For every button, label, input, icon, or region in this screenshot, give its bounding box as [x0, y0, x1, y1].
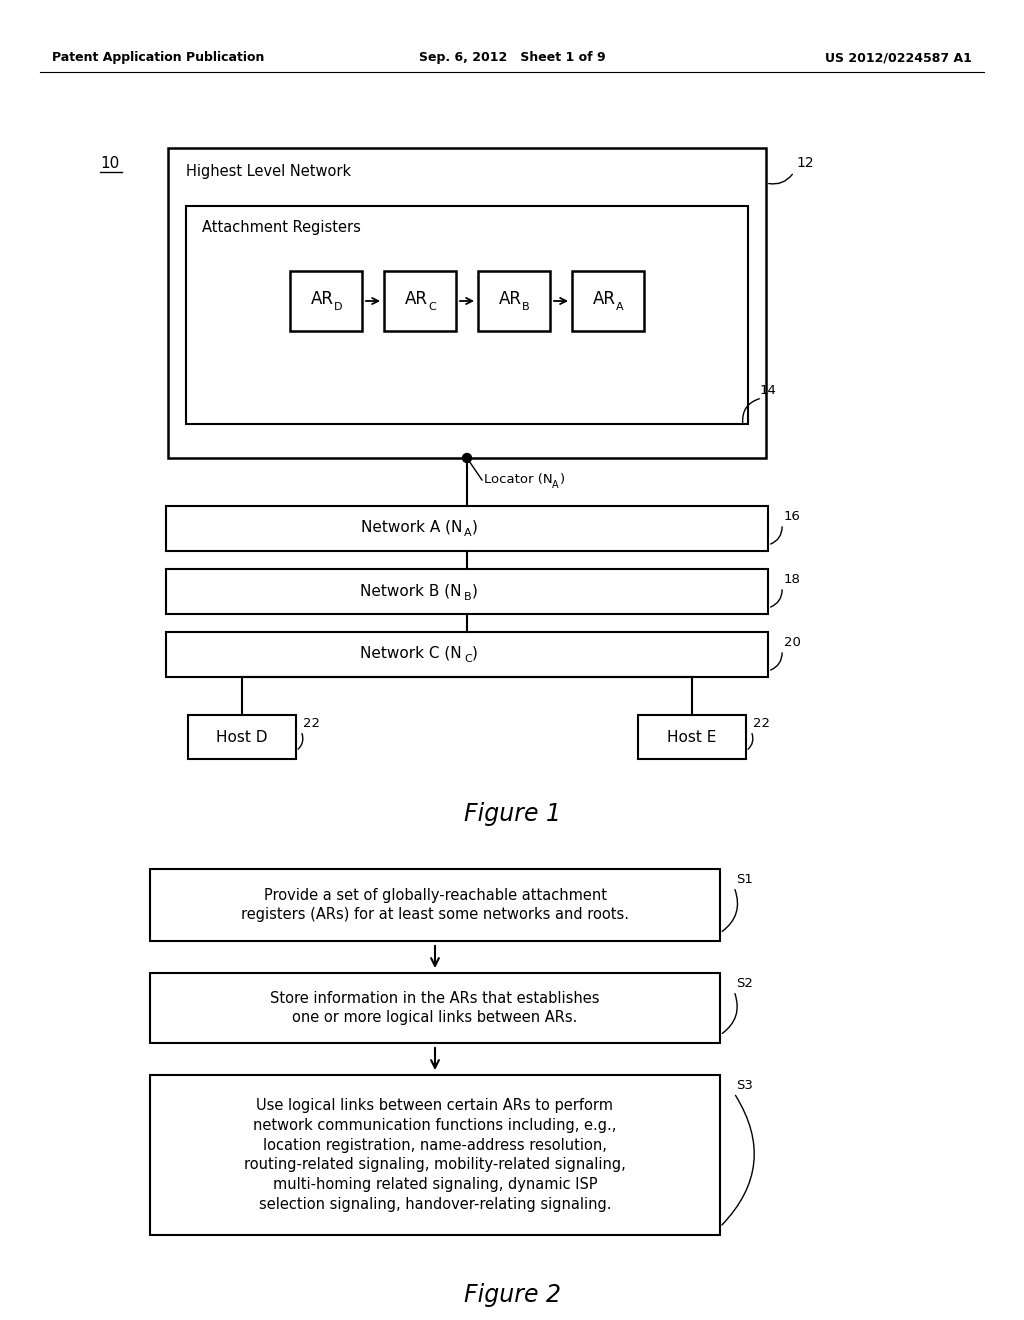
Text: Attachment Registers: Attachment Registers	[202, 220, 360, 235]
Bar	[168, 148, 766, 458]
Text: A: A	[616, 302, 624, 312]
Text: ): )	[560, 474, 565, 487]
Text: ): )	[472, 520, 478, 535]
Bar	[166, 632, 768, 677]
Text: 10: 10	[100, 156, 119, 172]
Bar	[638, 715, 746, 759]
Text: A: A	[464, 528, 472, 539]
Text: B: B	[464, 591, 472, 602]
Text: 12: 12	[796, 156, 814, 170]
Text: 14: 14	[760, 384, 777, 397]
Text: 16: 16	[784, 510, 801, 523]
Text: Network A (N: Network A (N	[360, 520, 462, 535]
Text: Host D: Host D	[216, 730, 267, 744]
Text: Network B (N: Network B (N	[360, 583, 462, 598]
Text: Host E: Host E	[668, 730, 717, 744]
Bar	[186, 206, 748, 424]
Text: 18: 18	[784, 573, 801, 586]
Text: ): )	[472, 583, 478, 598]
Text: Locator (N: Locator (N	[484, 474, 553, 487]
Bar	[478, 271, 550, 331]
Bar	[290, 271, 362, 331]
Text: Provide a set of globally-reachable attachment
registers (ARs) for at least some: Provide a set of globally-reachable atta…	[241, 887, 629, 923]
Text: D: D	[334, 302, 342, 312]
Text: S2: S2	[736, 977, 753, 990]
Text: US 2012/0224587 A1: US 2012/0224587 A1	[825, 51, 972, 65]
Text: Highest Level Network: Highest Level Network	[186, 164, 351, 180]
Text: C: C	[428, 302, 436, 312]
Text: AR: AR	[499, 290, 521, 308]
Text: Network C (N: Network C (N	[360, 645, 462, 661]
Bar	[572, 271, 644, 331]
Bar	[166, 569, 768, 614]
Bar	[166, 506, 768, 550]
Text: 22: 22	[753, 717, 770, 730]
Text: S3: S3	[736, 1078, 753, 1092]
Text: C: C	[464, 655, 472, 664]
Text: AR: AR	[404, 290, 427, 308]
Text: 22: 22	[303, 717, 319, 730]
Text: Figure 2: Figure 2	[464, 1283, 560, 1307]
Text: B: B	[522, 302, 529, 312]
Bar	[150, 973, 720, 1043]
Bar	[384, 271, 456, 331]
Bar	[188, 715, 296, 759]
Text: Use logical links between certain ARs to perform
network communication functions: Use logical links between certain ARs to…	[244, 1098, 626, 1212]
Text: AR: AR	[310, 290, 334, 308]
Text: 20: 20	[784, 636, 801, 649]
Text: S1: S1	[736, 873, 753, 886]
Text: ): )	[472, 645, 478, 661]
Text: Store information in the ARs that establishes
one or more logical links between : Store information in the ARs that establ…	[270, 990, 600, 1026]
Text: AR: AR	[593, 290, 615, 308]
Text: A: A	[552, 480, 559, 490]
Text: Figure 1: Figure 1	[464, 803, 560, 826]
Bar	[150, 1074, 720, 1236]
Text: Patent Application Publication: Patent Application Publication	[52, 51, 264, 65]
Text: Sep. 6, 2012   Sheet 1 of 9: Sep. 6, 2012 Sheet 1 of 9	[419, 51, 605, 65]
Circle shape	[463, 454, 471, 462]
Bar	[150, 869, 720, 941]
